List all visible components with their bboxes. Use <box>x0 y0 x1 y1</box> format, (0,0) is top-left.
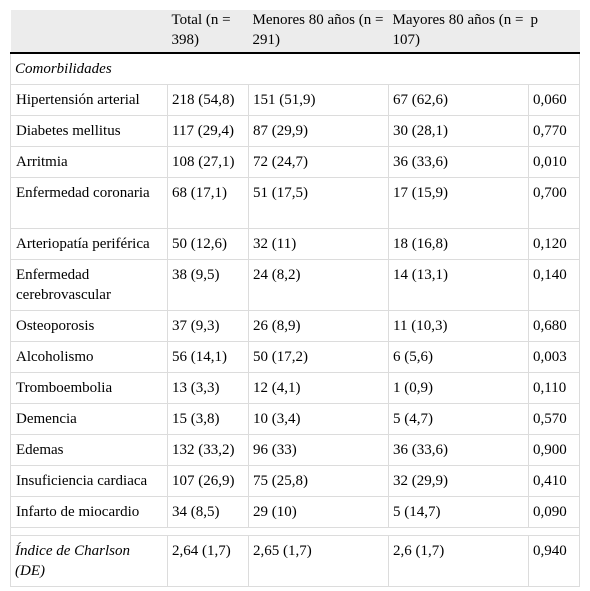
spacer-row <box>10 527 580 536</box>
cell-total: 117 (29,4) <box>167 115 249 147</box>
cell-total: 13 (3,3) <box>167 372 249 404</box>
row-label: Diabetes mellitus <box>10 115 168 147</box>
cell-mayores: 30 (28,1) <box>388 115 529 147</box>
row-label: Tromboembolia <box>10 372 168 404</box>
row-label: Alcoholismo <box>10 341 168 373</box>
table-row: Diabetes mellitus 117 (29,4) 87 (29,9) 30 (… <box>10 115 580 147</box>
cell-total: 108 (27,1) <box>167 146 249 178</box>
table-row: Hipertensión arterial 218 (54,8) 151 (51,9… <box>10 84 580 116</box>
cell-menores: 75 (25,8) <box>248 465 389 497</box>
table-row: Enfermedad cerebrovascular 38 (9,5) 24 (8,… <box>10 259 580 311</box>
row-label: Osteoporosis <box>10 310 168 342</box>
cell-mayores: 5 (14,7) <box>388 496 529 528</box>
row-label: Arritmia <box>10 146 168 178</box>
cell-menores: 29 (10) <box>248 496 389 528</box>
table-row: Insuficiencia cardiaca 107 (26,9) 75 (25,8… <box>10 465 580 497</box>
section-label: Comorbilidades <box>10 52 580 85</box>
table-row: Tromboembolia 13 (3,3) 12 (4,1) 1 (0,9) 0,11… <box>10 372 580 404</box>
cell-mayores: 18 (16,8) <box>388 228 529 260</box>
cell-p: 0,700 <box>528 177 580 229</box>
row-label: Enfermedad cerebrovascular <box>10 259 168 311</box>
cell-mayores: 36 (33,6) <box>388 434 529 466</box>
cell-total: 132 (33,2) <box>167 434 249 466</box>
cell-total: 107 (26,9) <box>167 465 249 497</box>
cell-total: 68 (17,1) <box>167 177 249 229</box>
header-cell-mayores: Mayores 80 años (n = 107) <box>388 10 529 54</box>
comorbidity-table: Total (n = 398) Menores 80 años (n = 291… <box>10 10 580 587</box>
cell-p: 0,900 <box>528 434 580 466</box>
header-cell-p: p <box>528 10 580 54</box>
cell-total: 218 (54,8) <box>167 84 249 116</box>
cell-total: 15 (3,8) <box>167 403 249 435</box>
cell-mayores: 32 (29,9) <box>388 465 529 497</box>
footer-p: 0,940 <box>528 535 580 587</box>
cell-total: 56 (14,1) <box>167 341 249 373</box>
row-label: Enfermedad coronaria <box>10 177 168 229</box>
cell-menores: 50 (17,2) <box>248 341 389 373</box>
cell-menores: 10 (3,4) <box>248 403 389 435</box>
cell-menores: 87 (29,9) <box>248 115 389 147</box>
cell-mayores: 17 (15,9) <box>388 177 529 229</box>
cell-p: 0,410 <box>528 465 580 497</box>
table-row: Demencia 15 (3,8) 10 (3,4) 5 (4,7) 0,570 <box>10 403 580 435</box>
cell-p: 0,680 <box>528 310 580 342</box>
cell-p: 0,060 <box>528 84 580 116</box>
header-cell-menores: Menores 80 años (n = 291) <box>248 10 389 54</box>
cell-total: 50 (12,6) <box>167 228 249 260</box>
table-row: Infarto de miocardio 34 (8,5) 29 (10) 5 (14… <box>10 496 580 528</box>
cell-mayores: 5 (4,7) <box>388 403 529 435</box>
footer-menores: 2,65 (1,7) <box>248 535 389 587</box>
section-row: Comorbilidades <box>10 52 580 85</box>
row-label: Demencia <box>10 403 168 435</box>
cell-p: 0,770 <box>528 115 580 147</box>
row-label: Hipertensión arterial <box>10 84 168 116</box>
row-label: Insuficiencia cardiaca <box>10 465 168 497</box>
cell-menores: 26 (8,9) <box>248 310 389 342</box>
row-label: Edemas <box>10 434 168 466</box>
cell-mayores: 6 (5,6) <box>388 341 529 373</box>
table-row: Arritmia 108 (27,1) 72 (24,7) 36 (33,6) 0,01… <box>10 146 580 178</box>
cell-total: 37 (9,3) <box>167 310 249 342</box>
cell-p: 0,110 <box>528 372 580 404</box>
cell-menores: 151 (51,9) <box>248 84 389 116</box>
table-row: Enfermedad coronaria 68 (17,1) 51 (17,5) 17… <box>10 177 580 229</box>
cell-mayores: 1 (0,9) <box>388 372 529 404</box>
cell-mayores: 11 (10,3) <box>388 310 529 342</box>
cell-menores: 32 (11) <box>248 228 389 260</box>
cell-mayores: 67 (62,6) <box>388 84 529 116</box>
cell-menores: 24 (8,2) <box>248 259 389 311</box>
cell-menores: 96 (33) <box>248 434 389 466</box>
header-cell-total: Total (n = 398) <box>167 10 249 54</box>
row-label: Infarto de miocardio <box>10 496 168 528</box>
cell-menores: 51 (17,5) <box>248 177 389 229</box>
cell-p: 0,140 <box>528 259 580 311</box>
cell-total: 38 (9,5) <box>167 259 249 311</box>
cell-p: 0,010 <box>528 146 580 178</box>
footer-label: Índice de Charlson (DE) <box>10 535 168 587</box>
spacer-cell <box>10 527 580 536</box>
cell-p: 0,003 <box>528 341 580 373</box>
cell-total: 34 (8,5) <box>167 496 249 528</box>
footer-total: 2,64 (1,7) <box>167 535 249 587</box>
footer-row: Índice de Charlson (DE) 2,64 (1,7) 2,65 (1… <box>10 535 580 587</box>
cell-p: 0,570 <box>528 403 580 435</box>
cell-menores: 72 (24,7) <box>248 146 389 178</box>
cell-p: 0,120 <box>528 228 580 260</box>
cell-menores: 12 (4,1) <box>248 372 389 404</box>
header-row: Total (n = 398) Menores 80 años (n = 291… <box>10 10 580 54</box>
header-cell-label <box>10 10 168 54</box>
table-row: Osteoporosis 37 (9,3) 26 (8,9) 11 (10,3) 0,6… <box>10 310 580 342</box>
table-row: Alcoholismo 56 (14,1) 50 (17,2) 6 (5,6) 0,00… <box>10 341 580 373</box>
row-label: Arteriopatía periférica <box>10 228 168 260</box>
cell-p: 0,090 <box>528 496 580 528</box>
table-row: Edemas 132 (33,2) 96 (33) 36 (33,6) 0,900 <box>10 434 580 466</box>
table-row: Arteriopatía periférica 50 (12,6) 32 (11) 1… <box>10 228 580 260</box>
cell-mayores: 36 (33,6) <box>388 146 529 178</box>
footer-mayores: 2,6 (1,7) <box>388 535 529 587</box>
cell-mayores: 14 (13,1) <box>388 259 529 311</box>
